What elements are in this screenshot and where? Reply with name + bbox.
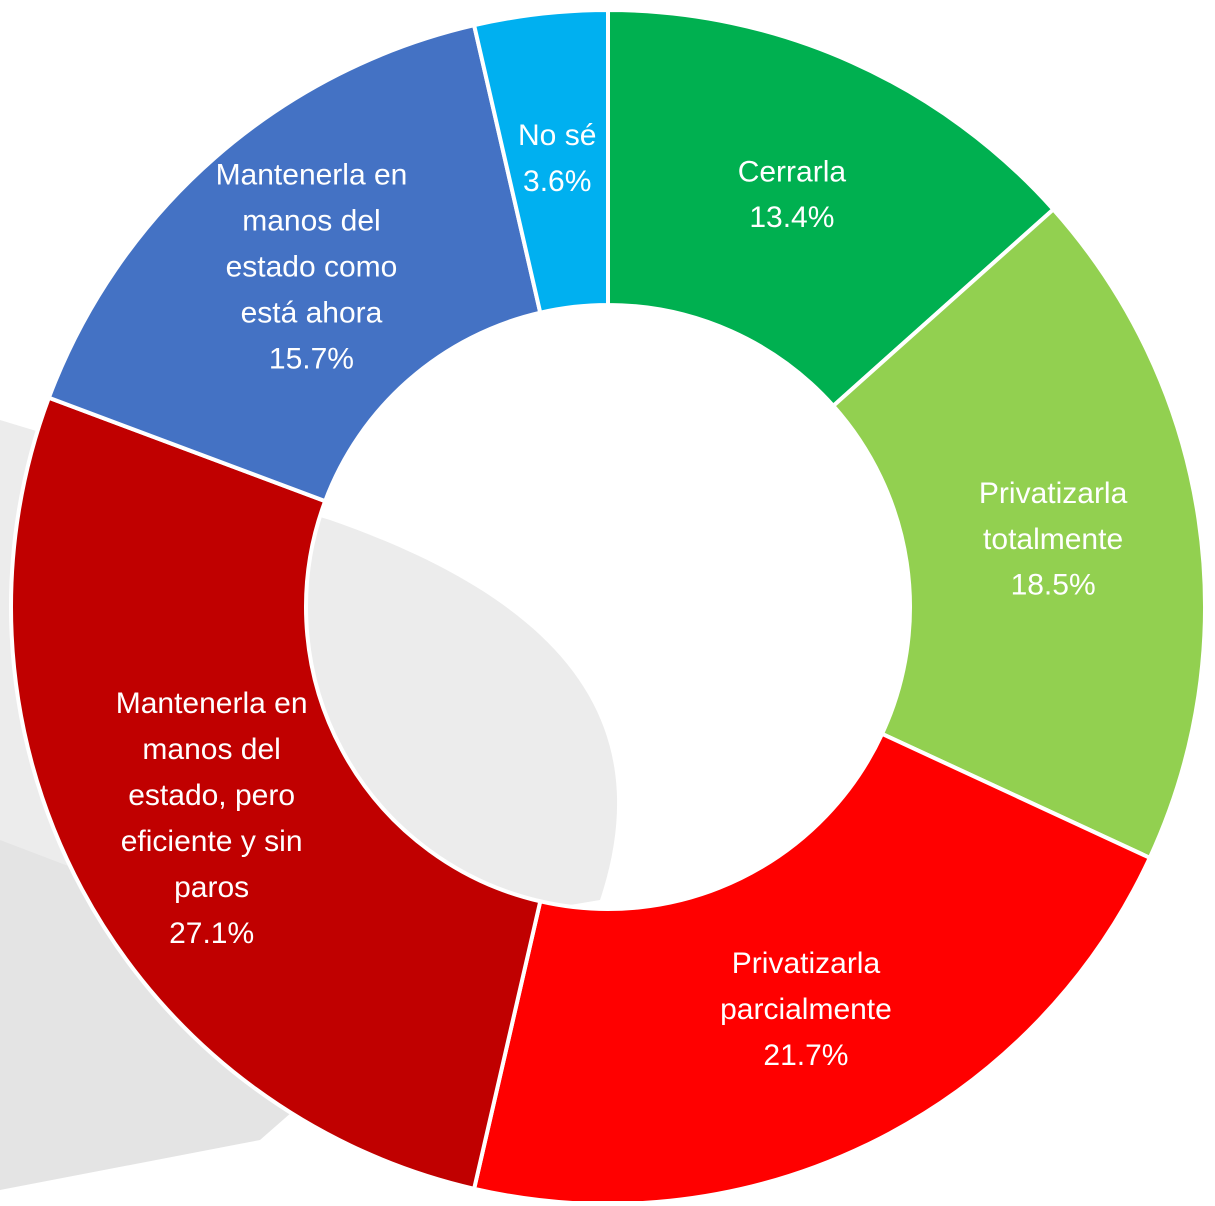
slice [471, 7, 610, 316]
category-line: estado, pero [128, 779, 295, 812]
category-line: está ahora [241, 296, 383, 329]
slice-label: Mantenerla en manos del estado como está ah… [216, 158, 408, 375]
category-label: Mantenerla en manos del estado como está ah… [216, 158, 408, 329]
category-line: manos del [142, 733, 280, 766]
category-line: manos del [242, 204, 380, 237]
category-line: Privatizarla [732, 947, 881, 980]
category-line: No sé [518, 119, 596, 152]
slice-label: No sé 3.6% [518, 119, 596, 198]
slice-label: Privatizarla totalmente 18.5% [979, 477, 1128, 602]
value-label: 13.4% [749, 201, 834, 234]
category-line: Mantenerla en [116, 687, 308, 720]
category-label: Mantenerla en manos del estado, pero eficie… [116, 687, 308, 904]
category-label: No sé [518, 119, 596, 152]
category-label: Cerrarla [738, 155, 847, 188]
slice-label: Privatizarla parcialmente 21.7% [720, 947, 892, 1072]
category-line: Privatizarla [979, 477, 1128, 510]
category-label: Privatizarla parcialmente [720, 947, 892, 1026]
slice [46, 22, 543, 504]
category-line: estado como [226, 250, 398, 283]
category-line: totalmente [983, 523, 1123, 556]
value-label: 18.5% [1011, 569, 1096, 602]
value-label: 3.6% [523, 165, 591, 198]
labels: Cerrarla 13.4% Privatizarla totalmente 18.5%… [116, 119, 1128, 1072]
value-label: 27.1% [169, 917, 254, 950]
value-label: 21.7% [763, 1039, 848, 1072]
category-line: Cerrarla [738, 155, 847, 188]
slice-label: Cerrarla 13.4% [738, 155, 847, 234]
value-label: 15.7% [269, 342, 354, 375]
category-label: Privatizarla totalmente [979, 477, 1128, 556]
slice-label: Mantenerla en manos del estado, pero eficie… [116, 687, 308, 950]
slice [830, 206, 1208, 861]
category-line: parcialmente [720, 993, 892, 1026]
category-line: paros [174, 871, 249, 904]
category-line: Mantenerla en [216, 158, 408, 191]
category-line: eficiente y sin [121, 825, 303, 858]
slices [9, 7, 1208, 1206]
slice [9, 395, 543, 1192]
